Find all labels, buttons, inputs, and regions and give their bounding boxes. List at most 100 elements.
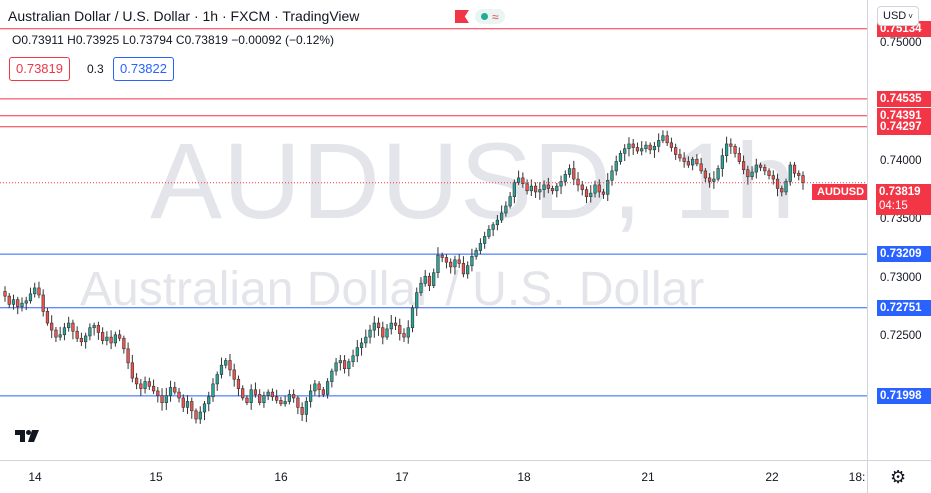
candle-body [54, 329, 58, 338]
candle-body [729, 143, 733, 147]
current-price-value: 0.73819 [879, 186, 921, 198]
candle-body [665, 135, 669, 144]
price-tick-label: 0.75000 [880, 37, 922, 50]
candle-body [24, 300, 28, 304]
candle-body [550, 188, 555, 192]
currency-select[interactable]: USD ˅ [877, 6, 919, 26]
candle-body [567, 168, 572, 175]
candle-body [79, 337, 84, 343]
candle-body [797, 172, 801, 176]
candle-body [601, 191, 606, 195]
gear-icon[interactable]: ⚙ [890, 467, 907, 487]
candle-body [657, 140, 661, 147]
candle-body [364, 336, 368, 344]
candle-body [792, 164, 797, 174]
candle-body [483, 236, 487, 244]
candle-body [788, 164, 792, 182]
candle-body [173, 387, 177, 393]
level-price-label: 0.71998 [877, 387, 931, 404]
candle-body [96, 325, 100, 333]
candle-body [576, 178, 580, 186]
price-axis[interactable]: 0.75134 0.74535 0.74391 0.74297 0.73209 0.727… [867, 0, 931, 460]
candle-body [139, 383, 143, 389]
legend-icons: ≈ [455, 9, 505, 24]
candle-body [775, 178, 780, 189]
currency-label: USD [883, 10, 907, 22]
candle-body [708, 177, 712, 182]
sell-button[interactable]: 0.73819 [9, 57, 70, 81]
candle-body [334, 362, 338, 372]
candle-body [262, 395, 266, 403]
candle-body [555, 185, 559, 192]
market-open-icon [481, 13, 488, 20]
candle-body [724, 143, 729, 156]
flag-icon[interactable] [455, 10, 469, 23]
candle-body [682, 157, 686, 162]
time-axis[interactable]: 14 15 16 17 18 21 22 18: [0, 460, 867, 493]
candle-body [20, 302, 24, 307]
candle-body [325, 381, 330, 395]
time-tick-label: 18 [517, 470, 531, 484]
candle-body [440, 254, 444, 258]
time-tick-label: 21 [641, 470, 655, 484]
candle-body [215, 374, 219, 385]
candle-body [640, 148, 644, 152]
current-price-label: 0.73819 04:15 [876, 184, 931, 215]
level-price-label: 0.73209 [877, 246, 931, 263]
legend-ohlc: O0.73911 H0.73925 L0.73794 C0.73819 −0.0… [12, 33, 335, 47]
candle-body [559, 181, 563, 187]
candle-body [185, 401, 190, 408]
candle-body [16, 299, 20, 307]
legend-title[interactable]: Australian Dollar / U.S. Dollar · 1h · F… [8, 8, 360, 24]
candle-body [156, 390, 160, 396]
candle-body [784, 181, 788, 193]
candle-body [691, 158, 695, 166]
candle-body [606, 179, 610, 195]
candle-body [427, 275, 432, 286]
wave-icon: ≈ [492, 9, 499, 24]
time-tick-label: 16 [274, 470, 288, 484]
candle-body [296, 397, 300, 408]
candle-body [309, 390, 313, 402]
candle-body [88, 327, 92, 337]
candle-body [71, 322, 75, 332]
candle-body [529, 185, 533, 192]
price-tick-label: 0.73500 [880, 213, 922, 226]
candle-body [597, 184, 601, 193]
candlestick-chart[interactable] [0, 0, 867, 460]
chart-pane[interactable]: AUDUSD, 1h Australian Dollar / U.S. Doll… [0, 0, 867, 460]
candle-body [593, 184, 597, 194]
candle-body [410, 307, 415, 329]
candle-body [746, 169, 750, 178]
candle-body [11, 299, 16, 305]
candle-body [466, 265, 470, 275]
level-price-label: 0.72751 [877, 299, 931, 316]
candle-body [41, 294, 45, 312]
candle-body [758, 164, 763, 168]
candle-body [202, 403, 207, 413]
candle-body [198, 411, 202, 420]
candle-body [224, 360, 228, 366]
candle-body [351, 355, 355, 362]
candle-body [134, 377, 139, 385]
candle-body [143, 381, 147, 389]
candle-body [780, 188, 784, 193]
candle-body [449, 261, 453, 268]
candle-body [741, 161, 746, 171]
candle-body [62, 327, 67, 336]
candle-body [457, 259, 461, 264]
tradingview-logo-icon[interactable] [13, 426, 43, 446]
buy-button[interactable]: 0.73822 [113, 57, 174, 81]
candle-body [436, 254, 440, 274]
candle-body [504, 205, 508, 214]
candle-body [538, 189, 542, 193]
candle-body [521, 177, 525, 185]
candle-body [317, 383, 321, 391]
candle-body [300, 407, 304, 415]
market-status-pill[interactable]: ≈ [475, 9, 505, 24]
candle-body [699, 163, 703, 172]
candle-body [84, 335, 88, 343]
candle-body [283, 401, 287, 405]
candle-body [232, 369, 236, 380]
price-tick-label: 0.74000 [880, 154, 922, 167]
